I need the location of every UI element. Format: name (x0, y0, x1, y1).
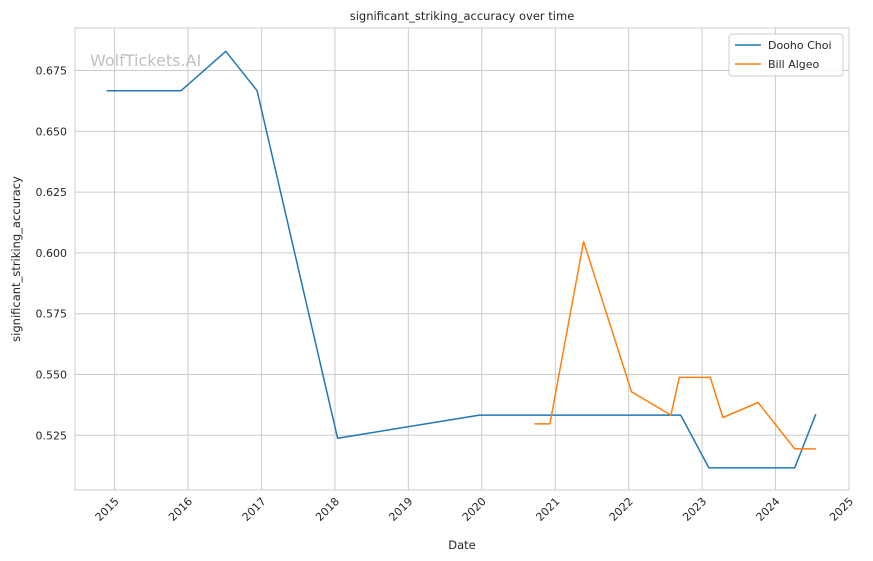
y-tick-label: 0.625 (36, 186, 68, 199)
y-tick-label: 0.600 (36, 247, 68, 260)
legend-label-bill-algeo: Bill Algeo (768, 58, 820, 71)
y-tick-label: 0.575 (36, 308, 68, 321)
y-axis-ticks: 0.525 0.550 0.575 0.600 0.625 0.650 0.675 (36, 65, 68, 443)
series-line-dooho-choi (106, 50, 817, 469)
series-line-bill-algeo (534, 240, 816, 450)
plot-area-frame (74, 27, 850, 491)
legend: Dooho Choi Bill Algeo (728, 33, 844, 77)
y-tick-label: 0.675 (36, 65, 68, 78)
y-tick-label: 0.650 (36, 125, 68, 138)
y-tick-label: 0.525 (36, 429, 68, 442)
chart-title: significant_striking_accuracy over time (350, 9, 575, 23)
x-axis-label: Date (448, 538, 476, 552)
legend-label-dooho-choi: Dooho Choi (768, 39, 832, 52)
y-axis-label: significant_striking_accuracy (9, 176, 23, 342)
series-layer (106, 50, 817, 469)
y-tick-label: 0.550 (36, 369, 68, 382)
watermark: WolfTickets.AI (90, 51, 201, 70)
